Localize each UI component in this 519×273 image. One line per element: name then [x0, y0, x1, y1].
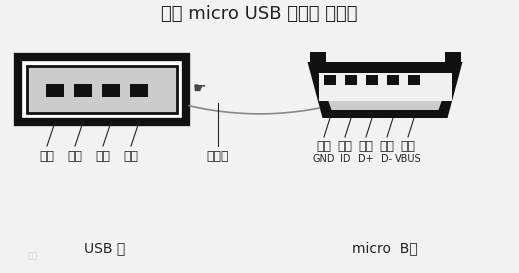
Text: 手机 micro USB 数据线 接线图: 手机 micro USB 数据线 接线图 [161, 5, 357, 23]
FancyBboxPatch shape [444, 52, 460, 62]
FancyBboxPatch shape [46, 84, 64, 97]
FancyBboxPatch shape [130, 84, 148, 97]
Text: VBUS: VBUS [394, 154, 421, 164]
FancyBboxPatch shape [387, 75, 399, 85]
FancyBboxPatch shape [309, 52, 325, 62]
FancyBboxPatch shape [74, 84, 92, 97]
FancyBboxPatch shape [27, 66, 177, 113]
FancyBboxPatch shape [102, 84, 120, 97]
Text: 白线: 白线 [95, 150, 111, 163]
FancyBboxPatch shape [324, 75, 336, 85]
FancyBboxPatch shape [18, 57, 186, 122]
Text: D+: D+ [358, 154, 374, 164]
Text: 黑线: 黑线 [39, 150, 54, 163]
Polygon shape [319, 73, 452, 101]
Text: 红线: 红线 [124, 150, 139, 163]
Text: 空端: 空端 [337, 140, 352, 153]
FancyBboxPatch shape [345, 75, 357, 85]
Text: D-: D- [381, 154, 392, 164]
Text: 白线: 白线 [379, 140, 394, 153]
Text: GND: GND [313, 154, 335, 164]
Text: 屏蔽线: 屏蔽线 [207, 150, 229, 163]
Polygon shape [307, 62, 462, 118]
Text: 绿线: 绿线 [359, 140, 374, 153]
Text: 百度: 百度 [28, 251, 38, 260]
Text: 红线: 红线 [401, 140, 416, 153]
Text: USB 端: USB 端 [85, 241, 126, 255]
Text: micro  B端: micro B端 [352, 241, 418, 255]
Text: 黑线: 黑线 [317, 140, 332, 153]
Text: 绿线: 绿线 [67, 150, 83, 163]
Text: ID: ID [340, 154, 350, 164]
FancyBboxPatch shape [366, 75, 378, 85]
Text: ☛: ☛ [193, 81, 207, 96]
Polygon shape [319, 73, 452, 110]
FancyBboxPatch shape [408, 75, 420, 85]
